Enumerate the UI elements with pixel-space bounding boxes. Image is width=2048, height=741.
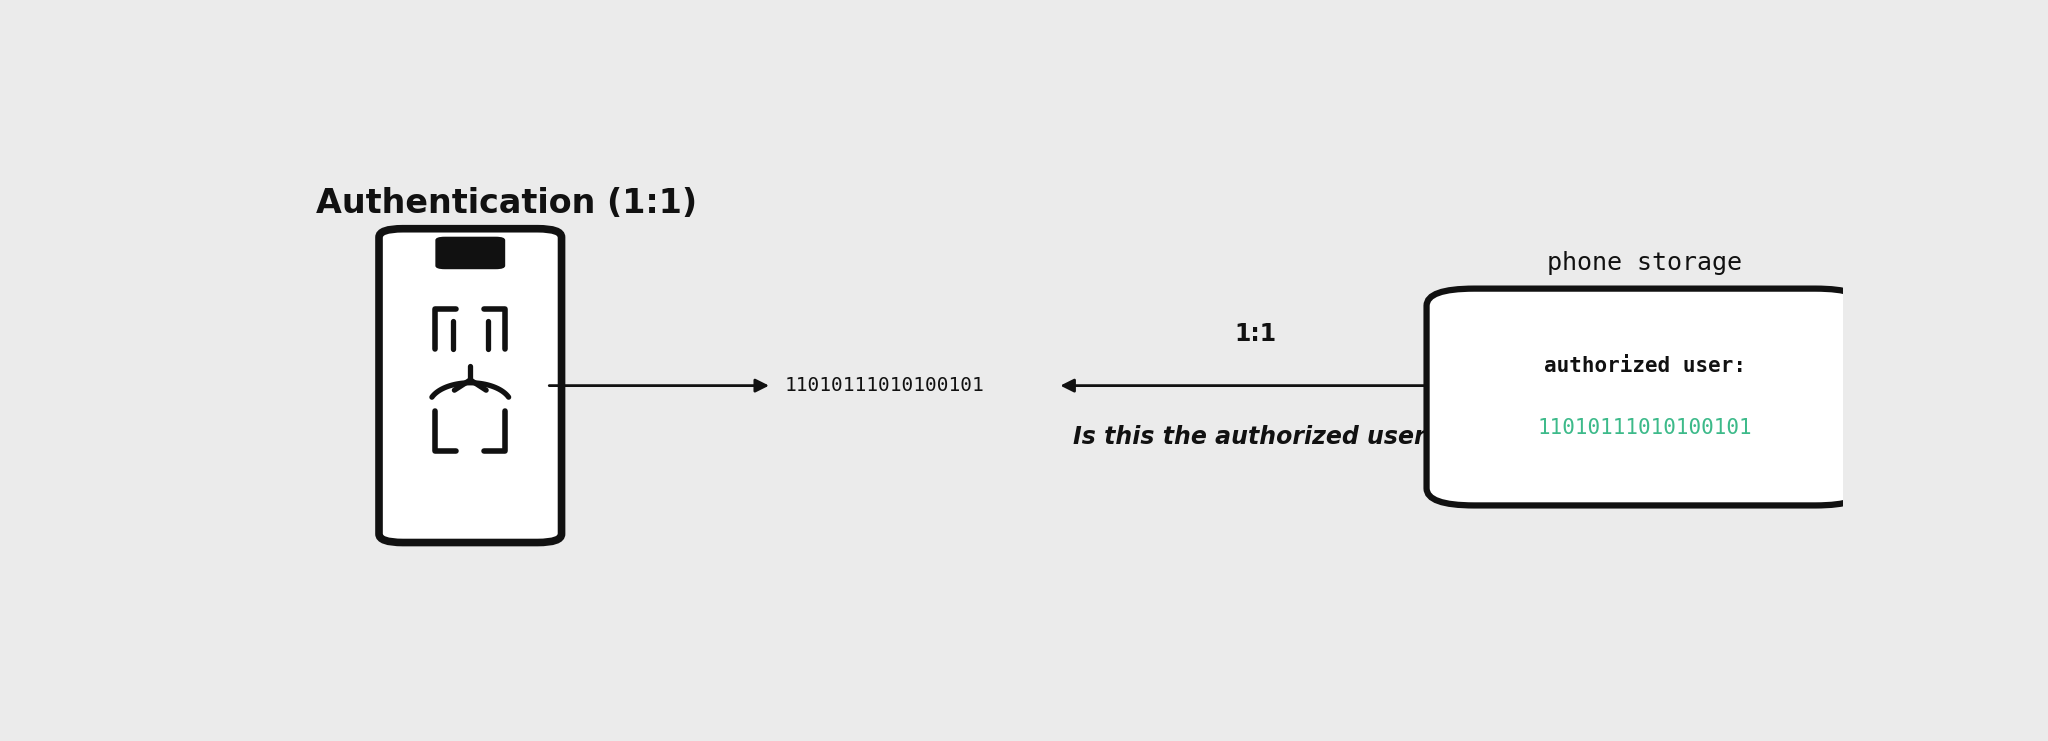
Text: Is this the authorized user?: Is this the authorized user? bbox=[1073, 425, 1440, 449]
Text: Authentication (1:1): Authentication (1:1) bbox=[315, 187, 698, 219]
Text: phone storage: phone storage bbox=[1548, 251, 1743, 275]
FancyBboxPatch shape bbox=[379, 229, 561, 542]
FancyBboxPatch shape bbox=[436, 236, 506, 269]
Text: 11010111010100101: 11010111010100101 bbox=[784, 376, 985, 395]
FancyBboxPatch shape bbox=[1427, 288, 1864, 505]
Text: 1:1: 1:1 bbox=[1235, 322, 1278, 346]
Text: authorized user:: authorized user: bbox=[1544, 356, 1745, 376]
Text: 11010111010100101: 11010111010100101 bbox=[1538, 419, 1753, 439]
